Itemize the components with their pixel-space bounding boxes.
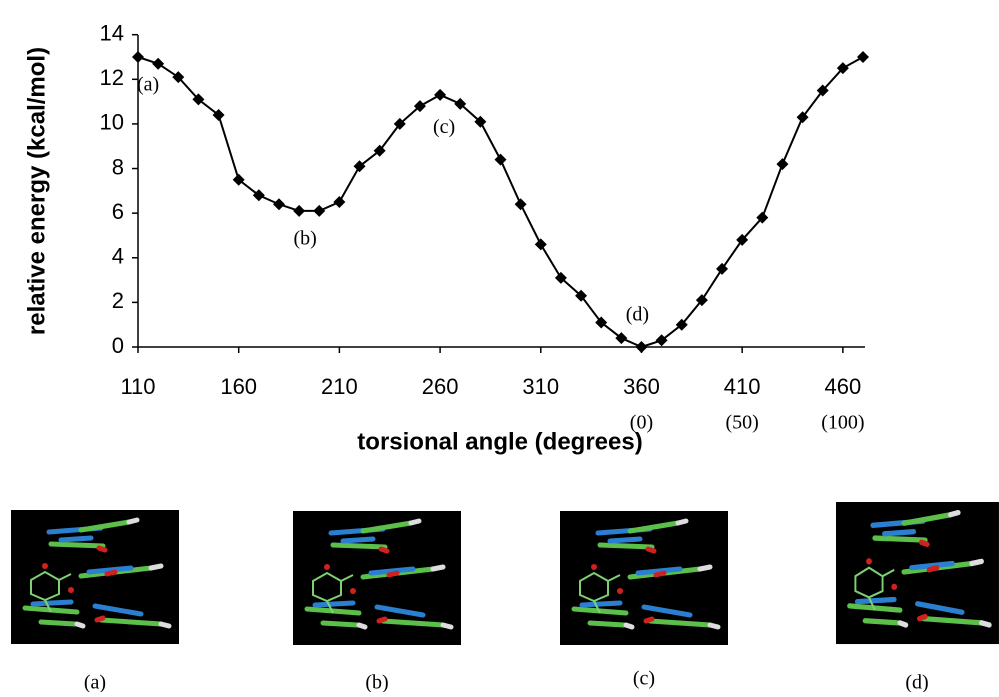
x-tick-label-secondary: (50) [726, 412, 759, 434]
x-tick-label: 460 [825, 374, 862, 399]
x-tick-label: 260 [422, 374, 459, 399]
x-tick-label: 310 [522, 374, 559, 399]
marker [495, 154, 507, 166]
marker [515, 198, 527, 210]
panel-caption: (d) [905, 672, 928, 692]
y-tick-label: 8 [112, 154, 124, 179]
panel-row: (a) (b) (c) (d) [11, 502, 999, 692]
x-axis-label: torsional angle (degrees) [357, 428, 642, 455]
marker [152, 58, 164, 70]
x-tick-label: 110 [120, 374, 155, 399]
annotation: (c) [433, 116, 455, 138]
marker [434, 89, 446, 101]
marker [857, 51, 869, 63]
marker [776, 158, 788, 170]
marker [313, 205, 325, 217]
panel-caption: (a) [84, 672, 106, 692]
molecule-image [560, 511, 728, 645]
marker [635, 341, 647, 353]
y-tick-label: 4 [112, 244, 124, 269]
marker [132, 51, 144, 63]
panel-caption: (c) [633, 668, 655, 690]
y-tick-label: 12 [100, 65, 124, 90]
x-tick-label: 160 [220, 374, 257, 399]
y-tick-label: 6 [112, 199, 124, 224]
y-axis-label: relative energy (kcal/mol) [23, 47, 50, 335]
annotation: (a) [137, 74, 159, 96]
marker [333, 196, 345, 208]
molecule-image [836, 502, 999, 644]
annotation: (d) [626, 303, 649, 325]
x-tick-label-secondary: (100) [821, 412, 864, 434]
x-tick-label: 360 [623, 374, 660, 399]
y-tick-label: 10 [100, 110, 124, 135]
x-tick-label: 210 [321, 374, 358, 399]
x-tick-label-secondary: (0) [630, 412, 653, 434]
x-tick-label: 410 [724, 374, 761, 399]
molecule-image [11, 510, 179, 644]
line [138, 57, 863, 347]
page: relative energy (kcal/mol) torsional ang… [0, 0, 999, 697]
marker [535, 238, 547, 250]
molecule-image [293, 511, 461, 645]
marker [273, 198, 285, 210]
annotation: (b) [293, 228, 316, 250]
panel-caption: (b) [365, 672, 388, 692]
y-tick-label: 14 [100, 21, 124, 46]
y-tick-label: 0 [112, 333, 124, 358]
marker [293, 205, 305, 217]
y-tick-label: 2 [112, 288, 124, 313]
marker [716, 263, 728, 275]
figure: relative energy (kcal/mol) torsional ang… [0, 0, 999, 692]
